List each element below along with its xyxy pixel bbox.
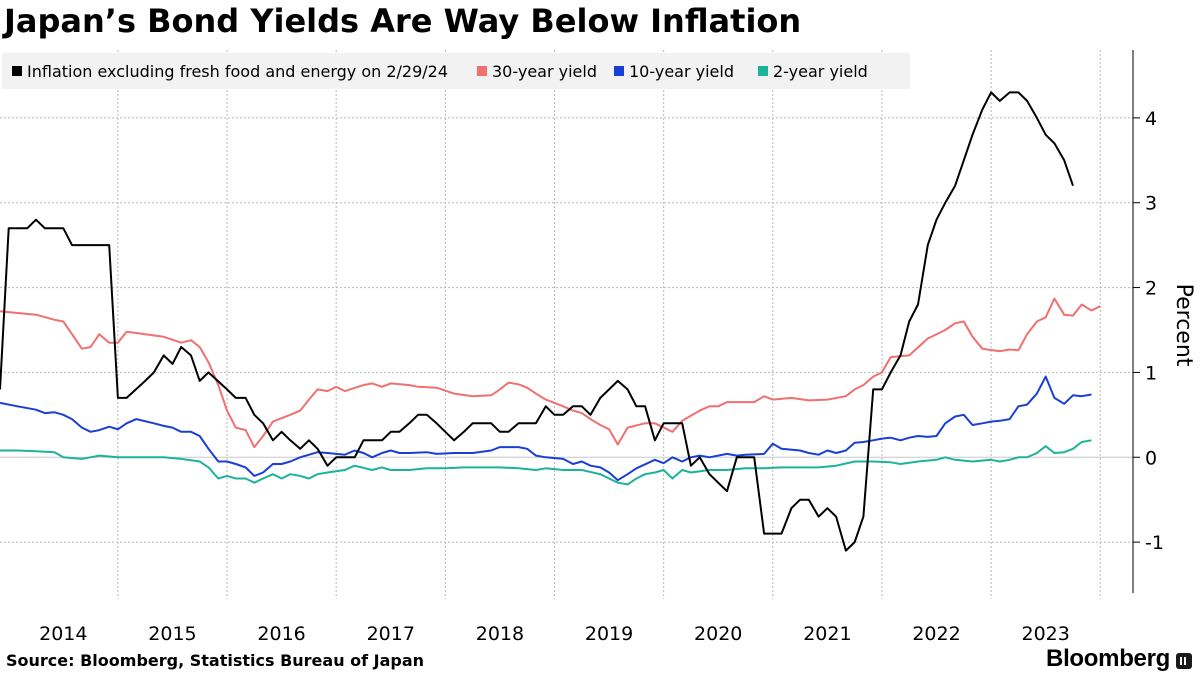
series-line <box>0 297 1101 449</box>
series-line <box>0 375 1092 482</box>
x-gridlines <box>117 50 1101 599</box>
series-lines <box>0 91 1101 552</box>
x-axis: 2014 2015 2016 2017 2018 2019 2020 2021 2022 2023 <box>39 623 1070 645</box>
bloomberg-terminal-icon <box>1176 652 1192 669</box>
legend-label: 10-year yield <box>629 62 734 81</box>
x-tick-label: 2014 <box>39 623 87 645</box>
legend-swatch <box>614 66 624 76</box>
chart-title: Japan’s Bond Yields Are Way Below Inflat… <box>4 2 802 40</box>
x-tick-label: 2019 <box>585 623 633 645</box>
y-axis: -1 0 1 2 3 4 <box>1132 50 1164 593</box>
legend-label: Inflation excluding fresh food and energ… <box>27 62 448 81</box>
y-tick-label: 2 <box>1145 278 1157 300</box>
y-tick-label: 4 <box>1145 108 1157 130</box>
x-tick-label: 2021 <box>803 623 851 645</box>
x-tick-label: 2015 <box>148 623 196 645</box>
legend-label: 2-year yield <box>773 62 868 81</box>
legend-label: 30-year yield <box>492 62 597 81</box>
x-tick-label: 2023 <box>1021 623 1069 645</box>
series-line <box>0 439 1092 486</box>
x-tick-label: 2022 <box>912 623 960 645</box>
x-tick-label: 2018 <box>476 623 524 645</box>
gridlines <box>0 117 1133 543</box>
x-tick-label: 2020 <box>694 623 742 645</box>
legend-swatch <box>477 66 487 76</box>
brand-name: Bloomberg <box>1046 645 1170 672</box>
series-line <box>0 91 1074 552</box>
source-note: Source: Bloomberg, Statistics Bureau of … <box>6 651 425 670</box>
brand-logo: Bloomberg <box>1046 645 1192 673</box>
y-tick-label: 1 <box>1145 362 1157 384</box>
legend-swatch <box>12 66 22 76</box>
y-axis-label: Percent <box>1171 284 1196 367</box>
x-tick-label: 2016 <box>257 623 305 645</box>
y-tick-label: 3 <box>1145 193 1157 215</box>
y-tick-label: -1 <box>1145 532 1164 554</box>
legend: Inflation excluding fresh food and energ… <box>2 53 910 89</box>
x-tick-label: 2017 <box>367 623 415 645</box>
legend-swatch <box>758 66 768 76</box>
y-tick-label: 0 <box>1145 447 1157 469</box>
